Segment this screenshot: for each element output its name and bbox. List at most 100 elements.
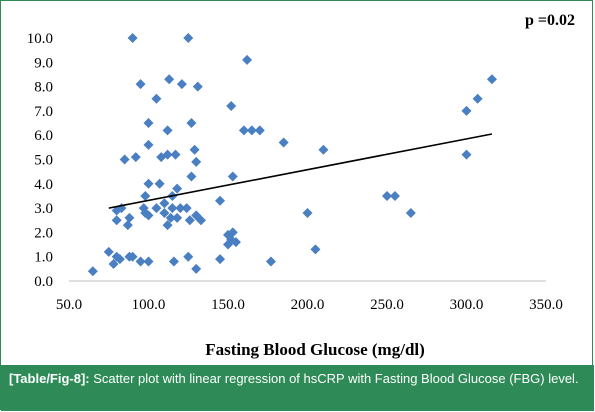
figure-caption: [Table/Fig-8]: Scatter plot with linear … (1, 365, 594, 411)
data-point (310, 244, 321, 255)
x-tick-label: 100.0 (132, 297, 166, 313)
data-point (140, 190, 151, 201)
data-point (227, 227, 238, 238)
data-point (254, 125, 265, 136)
y-tick-label: 1.0 (34, 250, 53, 266)
data-point (382, 190, 392, 201)
data-point (318, 144, 329, 155)
data-point (165, 212, 176, 223)
data-point (103, 246, 114, 257)
data-point (246, 125, 257, 136)
data-point (472, 93, 483, 104)
data-point (183, 33, 194, 43)
data-point (195, 215, 206, 226)
data-point (175, 203, 186, 214)
data-point (191, 156, 202, 167)
data-point (389, 190, 400, 201)
data-point (162, 125, 173, 136)
data-point (170, 149, 181, 160)
data-point (135, 256, 146, 267)
data-point (242, 54, 253, 65)
x-axis-ticks: 50.0 100.0 150.0 200.0 250.0 300.0 350.0 (56, 297, 563, 313)
y-tick-label: 4.0 (34, 177, 53, 193)
data-point (278, 137, 289, 148)
scatter-chart: 0.0 1.0 2.0 3.0 4.0 5.0 6.0 7.0 8.0 9.0 10.0 50.0 1… (27, 12, 575, 359)
data-point (167, 203, 178, 214)
data-point (172, 183, 183, 194)
y-axis-ticks: 0.0 1.0 2.0 3.0 4.0 5.0 6.0 7.0 8.0 9.0 10.0 (27, 31, 53, 290)
y-tick-label: 8.0 (34, 80, 53, 96)
data-point (143, 118, 154, 129)
data-point (122, 220, 133, 231)
data-point (183, 251, 194, 262)
data-point (114, 254, 125, 265)
y-tick-label: 6.0 (34, 128, 53, 144)
data-point (87, 266, 98, 277)
data-points (87, 33, 497, 277)
data-point (215, 254, 226, 265)
x-tick-label: 200.0 (291, 297, 325, 313)
data-point (119, 154, 130, 165)
data-point (151, 93, 162, 104)
caption-text: Scatter plot with linear regression of h… (89, 371, 579, 386)
data-point (405, 207, 416, 218)
y-tick-label: 0.0 (34, 274, 53, 290)
x-tick-label: 350.0 (529, 297, 563, 313)
regression-line (108, 133, 493, 209)
plot-area: 0.0 1.0 2.0 3.0 4.0 5.0 6.0 7.0 8.0 9.0 10.0 50.0 1… (1, 1, 594, 365)
p-value-annotation: p =0.02 (525, 12, 575, 29)
data-point (162, 149, 173, 160)
data-point (111, 251, 122, 262)
data-point (191, 263, 202, 274)
x-tick-label: 50.0 (56, 297, 82, 313)
data-point (215, 195, 226, 206)
data-point (265, 256, 276, 267)
y-tick-label: 7.0 (34, 104, 53, 120)
data-point (461, 105, 472, 116)
data-point (189, 144, 200, 155)
data-point (151, 203, 162, 214)
data-point (127, 251, 138, 262)
x-tick-label: 300.0 (450, 297, 484, 313)
data-point (111, 215, 122, 226)
data-point (168, 256, 179, 267)
y-tick-label: 10.0 (27, 31, 53, 47)
data-point (184, 215, 195, 226)
data-point (486, 74, 497, 85)
data-point (226, 101, 237, 112)
data-point (227, 171, 238, 182)
data-point (159, 207, 170, 218)
data-point (176, 79, 187, 90)
data-point (192, 81, 203, 92)
data-point (164, 74, 175, 85)
data-point (461, 149, 472, 160)
data-point (181, 203, 192, 214)
y-tick-label: 3.0 (34, 201, 53, 217)
data-point (159, 198, 170, 209)
data-point (143, 178, 154, 189)
data-point (143, 139, 154, 150)
data-point (230, 237, 241, 248)
y-tick-label: 9.0 (34, 55, 53, 71)
data-point (143, 210, 154, 221)
data-point (154, 178, 165, 189)
y-tick-label: 2.0 (34, 225, 53, 241)
data-point (172, 212, 183, 223)
caption-label: [Table/Fig-8]: (9, 371, 90, 386)
data-point (238, 125, 249, 136)
data-point (162, 220, 173, 231)
data-point (135, 79, 146, 90)
data-point (124, 212, 135, 223)
x-tick-label: 150.0 (211, 297, 245, 313)
data-point (130, 152, 141, 163)
x-axis-title: Fasting Blood Glucose (mg/dl) (205, 340, 425, 359)
y-tick-label: 5.0 (34, 153, 53, 169)
data-point (186, 171, 197, 182)
data-point (186, 118, 197, 129)
x-tick-label: 250.0 (370, 297, 404, 313)
data-point (108, 258, 119, 269)
data-point (143, 256, 154, 267)
data-point (302, 207, 313, 218)
data-point (127, 33, 138, 43)
